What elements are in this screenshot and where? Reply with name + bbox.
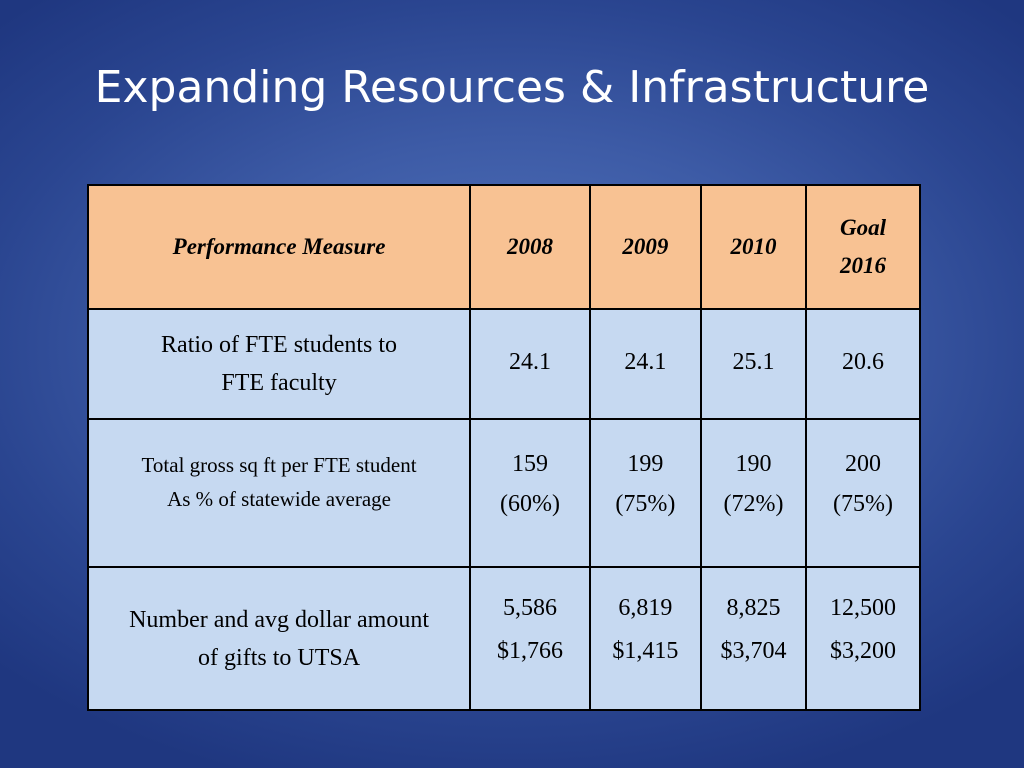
value: 200	[845, 451, 882, 477]
value-amount: $1,766	[496, 638, 563, 664]
value-percent: (75%)	[833, 491, 893, 517]
value-count: 12,500	[830, 595, 897, 621]
header-2009: 2009	[588, 184, 702, 310]
table-row: Number and avg dollar amount of gifts to…	[86, 566, 921, 711]
value-cell-2009: 199 (75%)	[588, 418, 702, 568]
table-header-row: Performance Measure 2008 2009 2010 Goal …	[86, 184, 921, 310]
value-cell-2010: 25.1	[699, 308, 808, 420]
value: 159	[511, 451, 548, 477]
value-cell-goal: 20.6	[805, 308, 921, 420]
value-count: 5,586	[502, 595, 557, 621]
value: 199	[627, 451, 664, 477]
value: 24.1	[624, 349, 667, 375]
slide-title: Expanding Resources & Infrastructure	[94, 62, 930, 113]
header-goal-2016: Goal 2016	[805, 184, 921, 310]
measure-cell: Total gross sq ft per FTE student As % o…	[86, 418, 472, 568]
measure-cell: Number and avg dollar amount of gifts to…	[86, 566, 472, 711]
performance-table: Performance Measure 2008 2009 2010 Goal …	[86, 184, 921, 711]
table-row: Total gross sq ft per FTE student As % o…	[86, 418, 921, 568]
header-performance-measure: Performance Measure	[86, 184, 472, 310]
header-goal-line2: 2016	[840, 253, 887, 278]
value: 24.1	[508, 349, 551, 375]
value-cell-2010: 8,825 $3,704	[699, 566, 808, 711]
value-cell-2009: 6,819 $1,415	[588, 566, 702, 711]
value-percent: (60%)	[500, 491, 560, 517]
value-cell-goal: 200 (75%)	[805, 418, 921, 568]
value-percent: (75%)	[615, 491, 676, 517]
value-cell-2008: 24.1	[469, 308, 591, 420]
value: 20.6	[842, 349, 885, 375]
value-amount: $3,200	[830, 638, 897, 664]
value-cell-2008: 159 (60%)	[469, 418, 591, 568]
value-amount: $3,704	[720, 638, 787, 664]
table-row: Ratio of FTE students to FTE faculty 24.…	[86, 308, 921, 420]
value-cell-2010: 190 (72%)	[699, 418, 808, 568]
measure-line: Total gross sq ft per FTE student	[141, 453, 417, 477]
header-2008: 2008	[469, 184, 591, 310]
value-percent: (72%)	[723, 491, 784, 517]
value-cell-2008: 5,586 $1,766	[469, 566, 591, 711]
value: 190	[735, 451, 772, 477]
value-cell-goal: 12,500 $3,200	[805, 566, 921, 711]
value: 25.1	[732, 349, 775, 375]
value-count: 6,819	[618, 595, 673, 621]
measure-line: of gifts to UTSA	[198, 644, 361, 671]
measure-line: As % of statewide average	[167, 487, 391, 511]
header-goal-line1: Goal	[840, 215, 887, 240]
header-2010: 2010	[699, 184, 808, 310]
value-cell-2009: 24.1	[588, 308, 702, 420]
value-count: 8,825	[726, 595, 781, 621]
value-amount: $1,415	[612, 638, 679, 664]
measure-line: Ratio of FTE students to	[161, 332, 398, 358]
measure-line: FTE faculty	[221, 370, 337, 396]
measure-line: Number and avg dollar amount	[129, 606, 429, 633]
measure-cell: Ratio of FTE students to FTE faculty	[86, 308, 472, 420]
